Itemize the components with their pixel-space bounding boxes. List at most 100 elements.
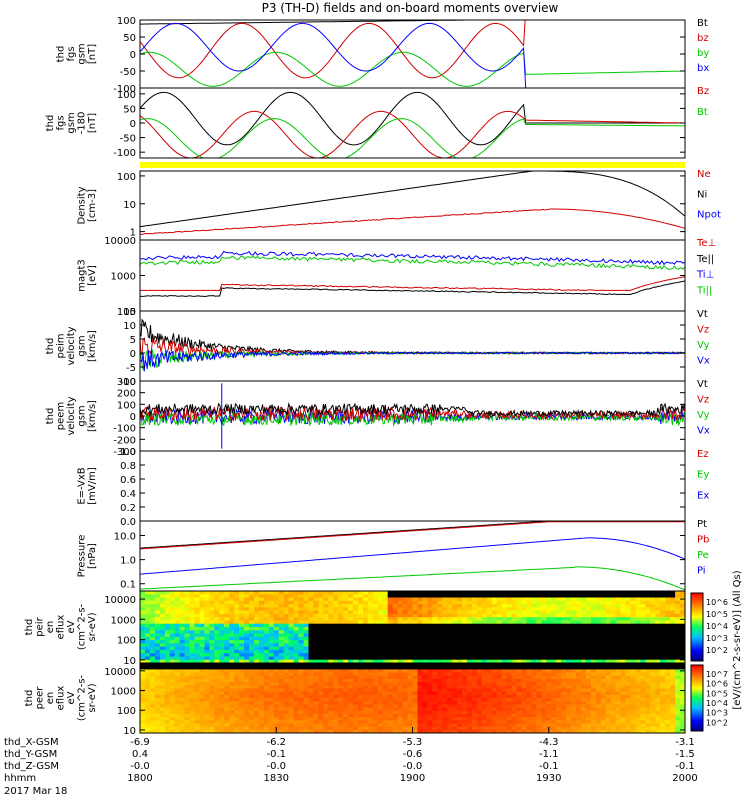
heatmap-cell (343, 717, 349, 721)
heatmap-cell (417, 591, 424, 595)
heatmap-cell (303, 704, 310, 709)
legend-Vz: Vz (697, 325, 709, 336)
heatmap-cell (159, 688, 166, 693)
heatmap-cell (437, 591, 443, 595)
heatmap-cell (402, 640, 409, 644)
heatmap-cell (645, 643, 651, 648)
heatmap-cell (516, 691, 523, 696)
heatmap-cell (655, 630, 661, 635)
heatmap-cell (318, 698, 324, 702)
heatmap-cell (353, 636, 359, 641)
heatmap-cell (472, 627, 478, 631)
heatmap-cell (422, 620, 428, 625)
heatmap-cell (174, 597, 181, 602)
heatmap-cell (318, 710, 324, 715)
heatmap-cell (442, 694, 448, 699)
heatmap-cell (615, 594, 622, 599)
heatmap-cell (561, 710, 567, 715)
heatmap-cell (481, 607, 488, 612)
heatmap-cell (209, 710, 215, 715)
ytick-label: 100 (117, 307, 136, 318)
heatmap-cell (159, 591, 166, 595)
heatmap-cell (234, 646, 240, 651)
heatmap-cell (551, 610, 557, 615)
heatmap-cell (491, 688, 498, 693)
heatmap-cell (318, 682, 324, 686)
heatmap-cell (189, 669, 196, 674)
heatmap-cell (254, 640, 260, 644)
heatmap-cell (452, 594, 458, 599)
heatmap-cell (521, 600, 528, 605)
heatmap-cell (417, 594, 424, 599)
heatmap-cell (140, 649, 146, 654)
heatmap-cell (452, 600, 458, 605)
heatmap-cell (219, 713, 225, 718)
heatmap-cell (333, 678, 339, 683)
heatmap-cell (328, 678, 334, 683)
heatmap-cell (348, 604, 354, 608)
heatmap-cell (457, 685, 463, 690)
heatmap-cell (645, 672, 651, 677)
heatmap-cell (576, 620, 582, 625)
heatmap-cell (397, 707, 404, 712)
heatmap-cell (229, 685, 235, 690)
heatmap-cell (635, 720, 642, 725)
heatmap-cell (214, 659, 220, 663)
heatmap-cell (392, 623, 399, 628)
heatmap-cell (516, 720, 523, 725)
heatmap-cell (467, 688, 473, 693)
heatmap-cell (239, 591, 245, 595)
heatmap-cell (244, 685, 250, 690)
heatmap-cell (328, 701, 334, 705)
heatmap-cell (377, 627, 384, 631)
heatmap-cell (303, 646, 310, 651)
heatmap-cell (417, 597, 424, 602)
heatmap-cell (501, 623, 508, 628)
heatmap-cell (254, 663, 260, 667)
heatmap-cell (377, 678, 384, 683)
heatmap-cell (605, 620, 612, 625)
heatmap-cell (447, 720, 453, 725)
heatmap-cell (640, 646, 646, 651)
heatmap-cell (367, 704, 374, 709)
heatmap-cell (229, 729, 235, 733)
heatmap-cell (273, 698, 280, 702)
heatmap-cell (392, 694, 399, 699)
heatmap-cell (457, 659, 463, 663)
heatmap-cell (318, 597, 324, 602)
heatmap-cell (249, 713, 255, 718)
heatmap-cell (263, 726, 270, 731)
colorbar (690, 592, 704, 662)
heatmap-cell (199, 704, 206, 709)
heatmap-cell (566, 726, 572, 731)
heatmap-cell (610, 713, 617, 718)
heatmap-cell (268, 659, 275, 663)
heatmap-cell (605, 591, 612, 595)
heatmap-cell (199, 591, 206, 595)
heatmap-cell (595, 600, 602, 605)
heatmap-cell (254, 678, 260, 683)
heatmap-cell (635, 659, 642, 663)
heatmap-cell (605, 720, 612, 725)
heatmap-cell (452, 694, 458, 699)
heatmap-cell (209, 685, 215, 690)
heatmap-cell (214, 643, 220, 648)
heatmap-cell (437, 726, 443, 731)
heatmap-cell (338, 627, 344, 631)
heatmap-cell (531, 707, 537, 712)
heatmap-cell (536, 698, 542, 702)
heatmap-cell (149, 649, 156, 654)
heatmap-cell (491, 633, 498, 638)
heatmap-cell (224, 643, 230, 648)
heatmap-cell (620, 688, 627, 693)
heatmap-cell (610, 701, 617, 705)
heatmap-cell (372, 594, 379, 599)
heatmap-cell (353, 594, 359, 599)
heatmap-cell (625, 704, 632, 709)
heatmap-cell (333, 729, 339, 733)
heatmap-cell (219, 653, 225, 658)
heatmap-cell (288, 707, 295, 712)
heatmap-cell (462, 630, 468, 635)
heatmap-cell (308, 726, 315, 731)
heatmap-cell (526, 707, 533, 712)
